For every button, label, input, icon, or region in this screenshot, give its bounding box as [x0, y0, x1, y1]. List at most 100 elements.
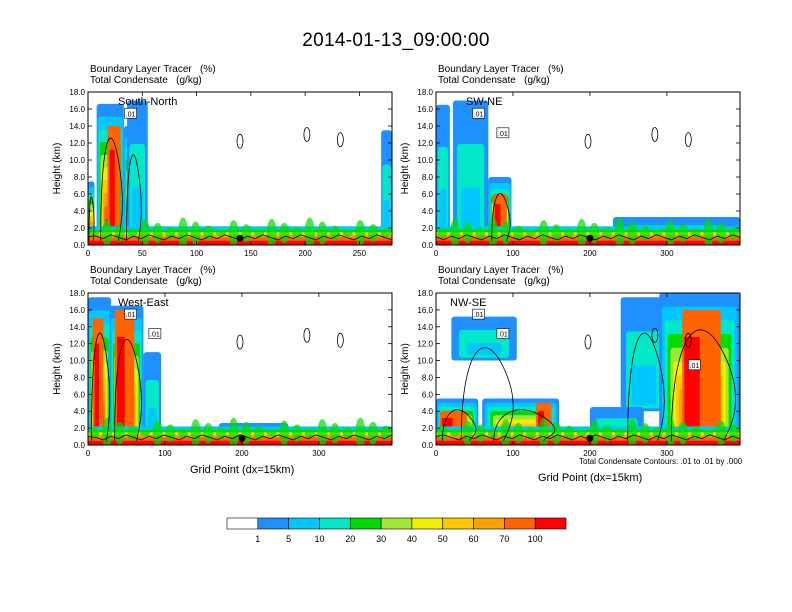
x-tick-label: 100 — [506, 249, 520, 258]
boundary-layer-bump — [564, 228, 574, 238]
boundary-layer-bump — [513, 423, 524, 444]
contour-cell — [651, 127, 659, 142]
y-tick-label: 14.0 — [69, 323, 85, 332]
boundary-layer-bump — [488, 428, 498, 438]
boundary-layer-bump — [368, 421, 378, 445]
contour-cell — [336, 332, 344, 348]
contour-line — [91, 332, 111, 441]
panel-header-nw-se: Boundary Layer Tracer (%) Total Condensa… — [438, 265, 564, 287]
boundary-layer-bump — [304, 217, 315, 245]
contour-line — [88, 196, 95, 241]
y-tick-label: 10.0 — [417, 156, 433, 165]
boundary-layer-bump — [165, 226, 176, 240]
contour-cell — [236, 133, 244, 149]
y-axis-title: Height (km) — [400, 343, 411, 395]
boundary-layer-bump — [102, 417, 112, 445]
header-line1: Boundary Layer Tracer (%) — [90, 265, 216, 276]
boundary-layer-bump — [190, 418, 201, 445]
boundary-layer-bump — [330, 225, 340, 241]
y-tick-label: 12.0 — [69, 139, 85, 148]
boundary-layer-bump — [152, 420, 163, 445]
y-tick-label: 16.0 — [417, 306, 433, 315]
y-tick-label: 16.0 — [417, 105, 433, 114]
boundary-layer-bump — [602, 424, 612, 442]
x-tick-label: 0 — [434, 249, 439, 258]
contour-cell — [303, 127, 311, 142]
contour-line — [100, 137, 123, 241]
tracer-core-max — [116, 336, 125, 445]
boundary-layer-bump — [551, 421, 562, 445]
boundary-layer-bump — [165, 424, 176, 442]
header-line1: Boundary Layer Tracer (%) — [438, 64, 564, 75]
plot-frame — [435, 91, 741, 246]
boundary-layer-bump — [228, 417, 239, 445]
location-marker — [238, 434, 246, 442]
shaded-field — [88, 100, 392, 245]
x-tick-label: 200 — [583, 249, 597, 258]
y-tick-label: 12.0 — [417, 340, 433, 349]
svg-text:.01: .01 — [126, 111, 136, 118]
plot-frame — [87, 91, 393, 246]
plot-frame — [87, 292, 393, 446]
boundary-layer-bump — [576, 429, 587, 437]
header-line1: Boundary Layer Tracer (%) — [90, 64, 216, 75]
boundary-layer-bump — [368, 224, 378, 242]
x-tick-label: 100 — [506, 449, 520, 458]
boundary-layer-bump — [342, 427, 353, 440]
boundary-layer-band — [436, 240, 740, 245]
x-axis-title-nw-se: Grid Point (dx=15km) — [538, 472, 643, 484]
x-tick-label: 150 — [244, 249, 258, 258]
boundary-layer-bump — [241, 224, 252, 242]
contour-label: .01 — [688, 359, 701, 371]
boundary-layer-bump — [437, 228, 448, 238]
contour-line — [627, 332, 665, 441]
y-tick-label: 0.0 — [74, 441, 86, 450]
contour-cell — [303, 327, 311, 343]
y-tick-label: 10.0 — [69, 357, 85, 366]
contour-line-surface — [88, 434, 392, 441]
y-tick-label: 6.0 — [422, 390, 434, 399]
boundary-layer-bump — [538, 220, 549, 245]
boundary-layer-bump — [538, 417, 549, 445]
header-line1: Boundary Layer Tracer (%) — [438, 265, 564, 276]
boundary-layer-bump — [526, 427, 536, 440]
x-tick-label: 200 — [583, 449, 597, 458]
boundary-layer-bump — [703, 218, 714, 245]
y-tick-label: 18.0 — [417, 289, 433, 298]
boundary-layer-bump — [127, 425, 138, 441]
boundary-layer-bump — [462, 420, 473, 445]
contour-cell — [684, 132, 692, 148]
contour-line — [114, 339, 142, 441]
y-tick-label: 14.0 — [417, 122, 433, 131]
svg-text:.01: .01 — [474, 111, 484, 118]
boundary-layer-bump — [330, 423, 340, 444]
main-title: 2014-01-13_09:00:00 — [302, 30, 490, 51]
panel-west-east: .01 .01 West-East 0.0 2.0 4.0 6.0 8.0 10.0 12.0 14… — [52, 289, 393, 458]
location-marker — [236, 234, 244, 242]
panel-header-west-east: Boundary Layer Tracer (%) Total Condensa… — [90, 265, 216, 287]
y-axis-title: Height (km) — [52, 143, 63, 195]
x-tick-label: 300 — [312, 449, 326, 458]
y-tick-label: 0.0 — [422, 241, 434, 250]
y-tick-label: 12.0 — [417, 139, 433, 148]
boundary-layer-bump — [140, 218, 150, 245]
boundary-layer-bump — [564, 425, 574, 441]
boundary-layer-bump — [317, 221, 328, 245]
contour-cell — [236, 334, 244, 350]
y-tick-label: 8.0 — [422, 373, 434, 382]
boundary-layer-bump — [355, 417, 366, 445]
y-axis-title: Height (km) — [52, 343, 63, 395]
y-tick-label: 4.0 — [422, 207, 434, 216]
cross-section-label: South-North — [118, 96, 177, 108]
boundary-layer-bump — [500, 221, 511, 245]
boundary-layer-bump — [190, 221, 201, 245]
y-tick-label: 18.0 — [417, 88, 433, 97]
boundary-layer-bump — [576, 218, 587, 245]
y-tick-label: 4.0 — [74, 207, 86, 216]
boundary-layer-bump — [279, 420, 290, 445]
y-tick-label: 18.0 — [69, 88, 85, 97]
boundary-layer-bump — [266, 429, 277, 437]
boundary-layer-bump — [317, 418, 328, 445]
x-tick-label: 200 — [235, 449, 249, 458]
boundary-layer-bump — [678, 421, 688, 445]
